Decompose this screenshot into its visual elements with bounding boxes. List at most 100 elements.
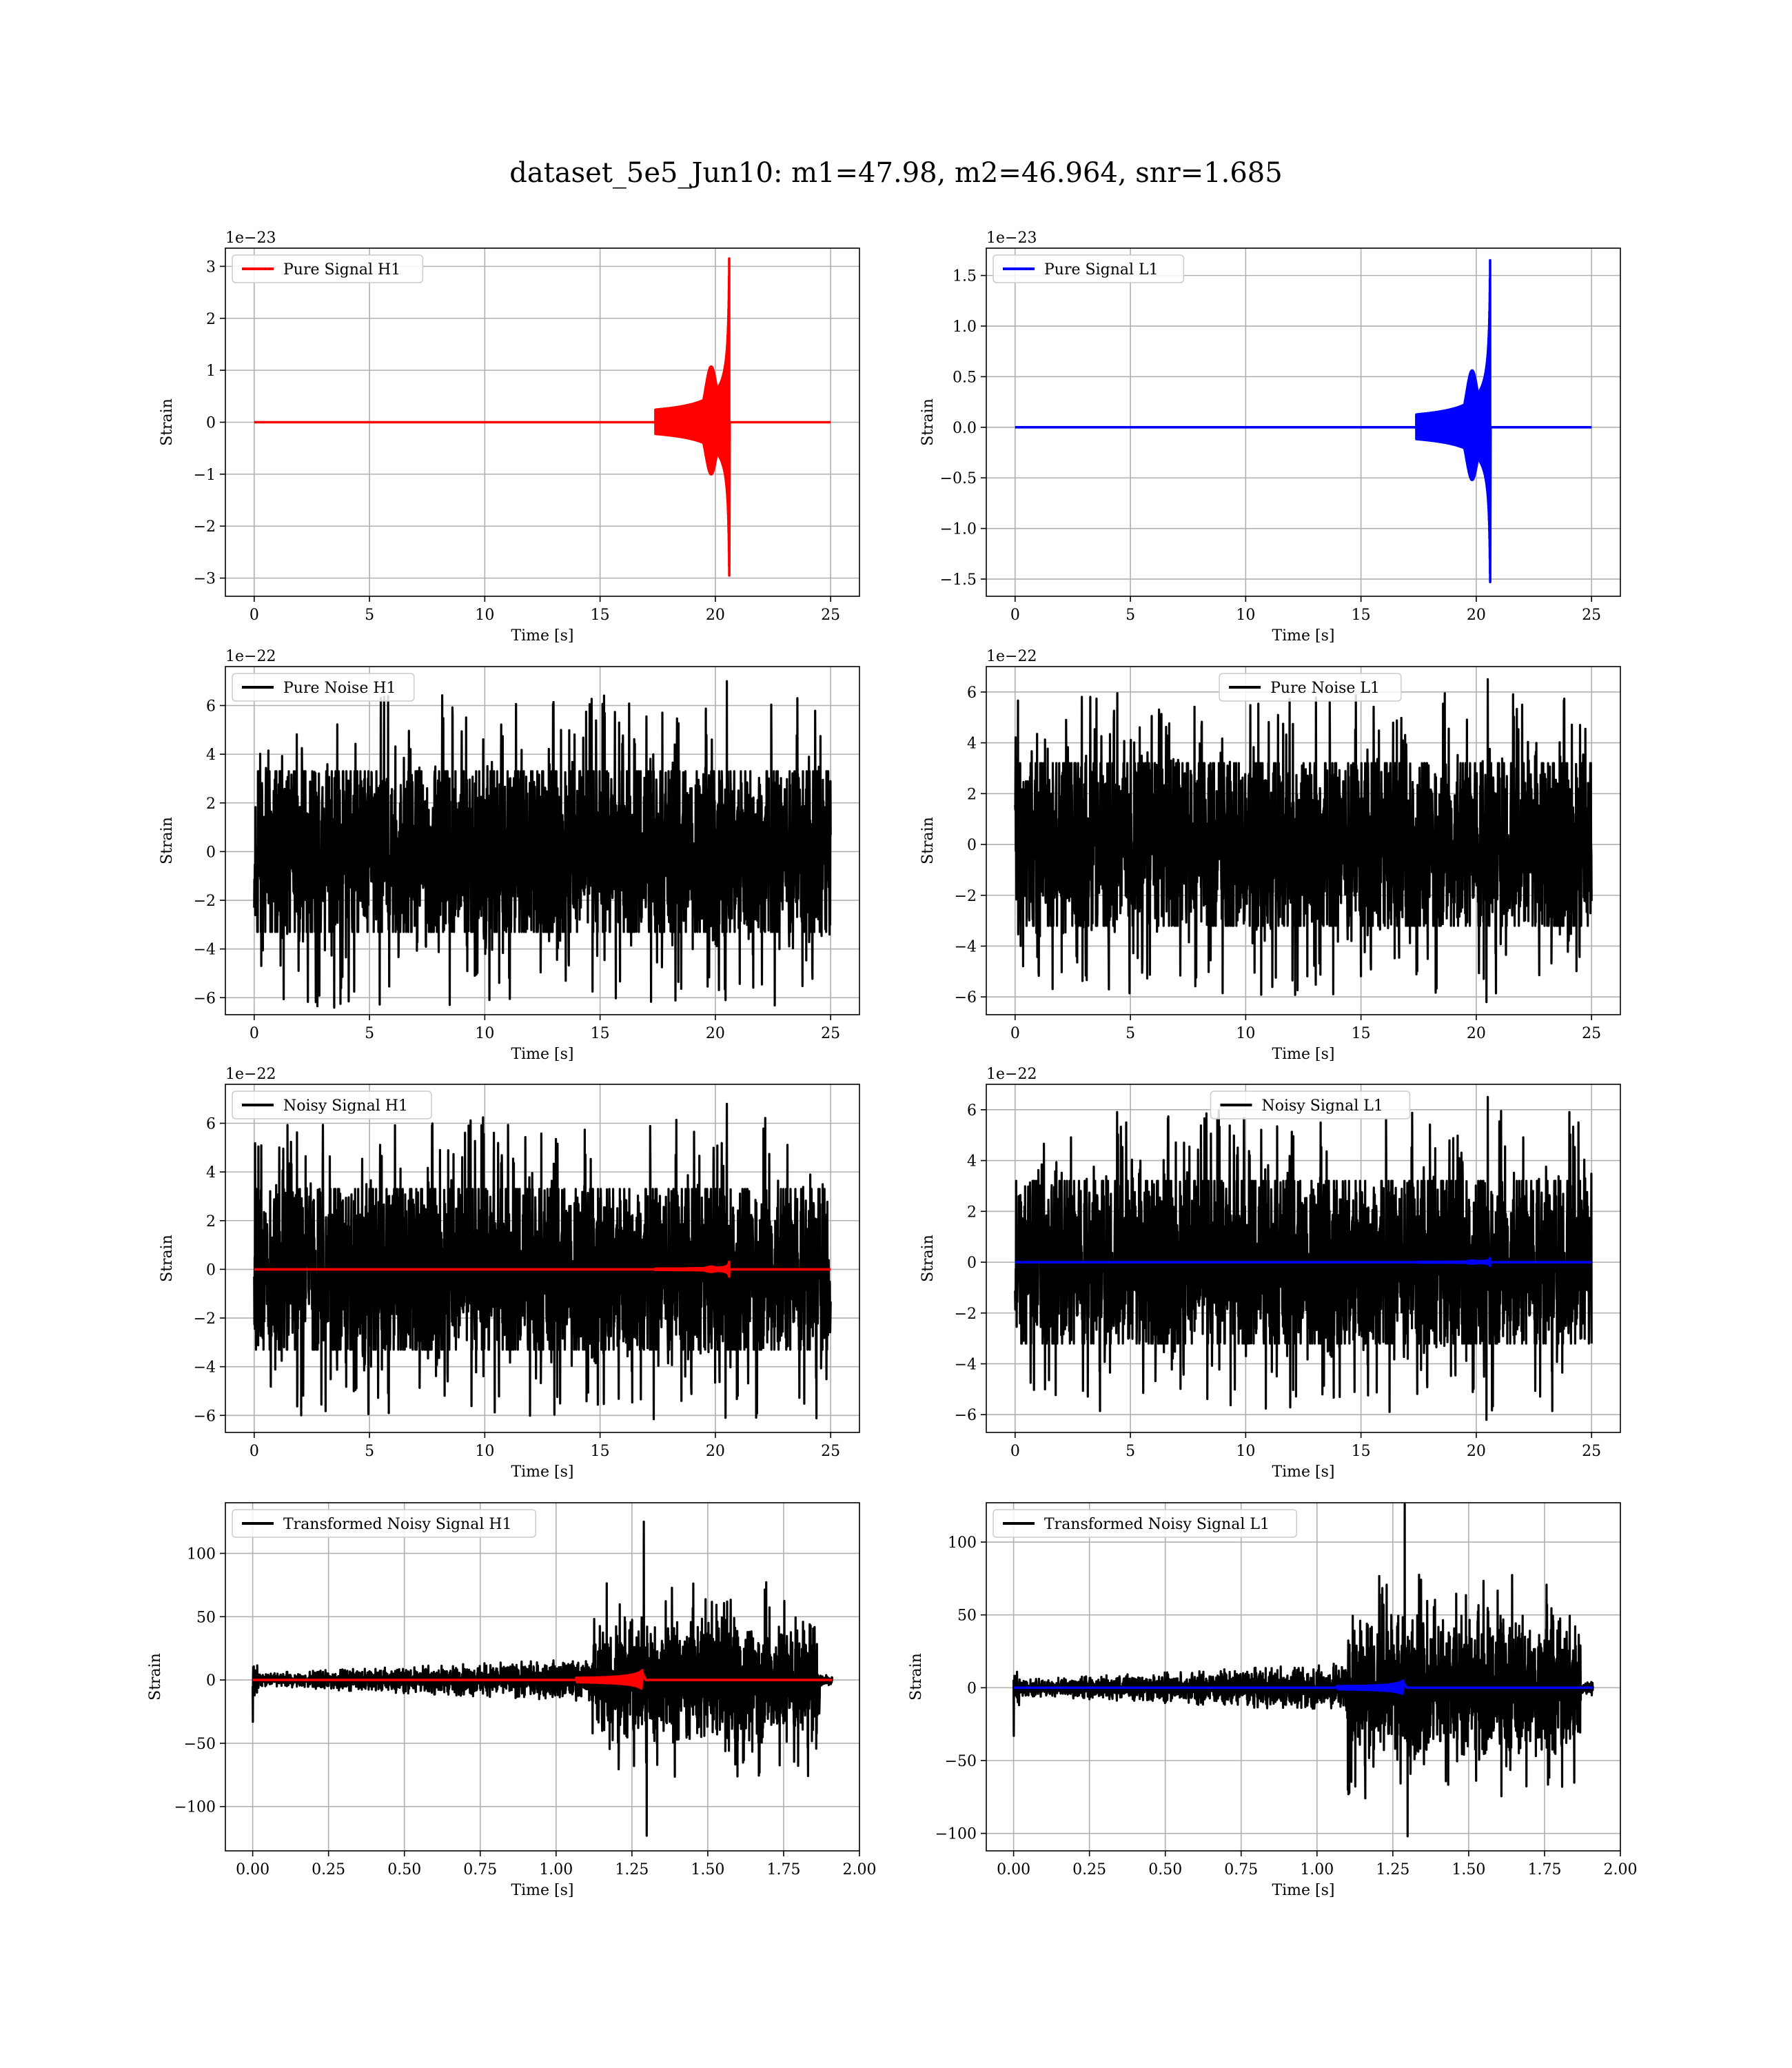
y-tick-label: 1 [206, 363, 216, 380]
y-tick-label: −2 [955, 888, 977, 905]
x-tick-label: 10 [1236, 607, 1255, 624]
y-tick-label: 2 [967, 1204, 977, 1221]
x-tick-label: 15 [1352, 607, 1371, 624]
y-axis-label: Strain [919, 398, 937, 446]
axes-frame [225, 1502, 860, 1852]
y-tick-label: −100 [935, 1826, 977, 1843]
axes-frame [225, 666, 860, 1015]
x-tick-label: 1.50 [1452, 1861, 1485, 1878]
x-tick-label: 0.00 [997, 1861, 1030, 1878]
series-layer [253, 680, 832, 1009]
x-tick-label: 15 [591, 1025, 610, 1042]
x-tick-label: 0.25 [1072, 1861, 1106, 1878]
y-tick-label: 0 [967, 1255, 977, 1272]
y-tick-label: 0 [206, 1261, 216, 1279]
x-tick-label: 0 [250, 607, 259, 624]
y-tick-label: −2 [194, 1310, 216, 1328]
y-tick-label: 0.5 [953, 369, 977, 386]
y-tick-label: 0.0 [953, 420, 977, 437]
y-tick-label: −1.0 [940, 521, 977, 538]
series-layer [254, 257, 831, 577]
offset-text: 1e−22 [225, 648, 276, 665]
x-tick-label: 20 [706, 1443, 725, 1460]
legend: Pure Noise L1 [1219, 673, 1402, 702]
y-tick-label: −4 [194, 942, 216, 959]
y-tick-label: −1 [194, 467, 216, 484]
x-tick-label: 15 [591, 607, 610, 624]
y-tick-label: 2 [206, 1213, 216, 1230]
legend-label: Transformed Noisy Signal L1 [1044, 1516, 1270, 1533]
x-tick-label: 10 [475, 607, 494, 624]
x-tick-label: 20 [1467, 1025, 1486, 1042]
legend-label: Pure Signal H1 [283, 261, 400, 278]
y-tick-label: 2 [206, 795, 216, 813]
x-tick-label: 25 [1582, 1443, 1601, 1460]
y-tick-label: −4 [955, 1356, 977, 1373]
subplot-pure-noise-h1: 0 5 10 15 20 25 −6 −4 −2 0 2 4 6 Time [s] Strain 1e−22 P… [159, 648, 860, 1063]
x-tick-label: 15 [1352, 1025, 1371, 1042]
x-axis-label: Time [s] [1272, 1882, 1334, 1899]
legend-box [992, 1509, 1297, 1538]
y-tick-label: 6 [967, 1102, 977, 1119]
series-line [252, 1520, 833, 1837]
y-tick-label: 0 [206, 415, 216, 432]
subplot-noisy-signal-h1: 0 5 10 15 20 25 −6 −4 −2 0 2 4 6 Time [s] Strain 1e−22 N… [159, 1066, 860, 1481]
y-tick-label: −0.5 [940, 470, 977, 487]
series-layer [1014, 1095, 1593, 1421]
x-tick-label: 10 [475, 1025, 494, 1042]
y-tick-label: 0 [206, 844, 216, 861]
x-tick-label: 0 [1010, 1443, 1020, 1460]
y-tick-label: 0 [967, 1680, 977, 1697]
legend: Pure Noise H1 [232, 673, 415, 702]
x-tick-label: 5 [365, 1025, 374, 1042]
x-tick-label: 20 [706, 1025, 725, 1042]
x-tick-label: 20 [706, 607, 725, 624]
y-tick-label: 6 [206, 1116, 216, 1133]
y-axis-label: Strain [159, 1235, 176, 1282]
x-tick-label: 5 [1126, 1025, 1135, 1042]
legend: Noisy Signal H1 [232, 1091, 432, 1119]
y-axis-label: Strain [919, 817, 937, 864]
x-tick-label: 0 [1010, 607, 1020, 624]
series-layer [252, 1520, 833, 1837]
legend: Transformed Noisy Signal H1 [232, 1509, 536, 1538]
axes-frame [986, 1084, 1621, 1433]
axes-frame [986, 247, 1621, 597]
y-tick-label: −2 [194, 893, 216, 910]
y-tick-label: −50 [184, 1736, 216, 1753]
series-line [252, 1669, 833, 1690]
x-tick-label: 1.50 [691, 1861, 724, 1878]
x-axis-label: Time [s] [511, 627, 573, 645]
y-tick-label: 1.5 [953, 268, 977, 285]
figure-title: dataset_5e5_Jun10: m1=47.98, m2=46.964, … [509, 157, 1283, 189]
series-line [1015, 1257, 1592, 1268]
legend-label: Transformed Noisy Signal H1 [283, 1516, 512, 1533]
x-tick-label: 25 [821, 607, 840, 624]
legend-box [232, 1091, 432, 1119]
axes-frame [986, 666, 1621, 1015]
subplot-pure-signal-h1: 0 5 10 15 20 25 −3 −2 −1 0 1 2 3 Time [s] Strain 1e−23 P… [159, 230, 860, 645]
x-tick-label: 0.75 [1224, 1861, 1258, 1878]
y-tick-label: 3 [206, 258, 216, 276]
legend: Pure Signal H1 [232, 254, 424, 283]
legend-label: Pure Noise H1 [283, 680, 396, 697]
y-tick-label: −100 [174, 1799, 216, 1816]
legend-box [1210, 1091, 1411, 1119]
x-tick-label: 25 [821, 1025, 840, 1042]
series-line [1012, 1503, 1594, 1838]
x-tick-label: 0.00 [236, 1861, 269, 1878]
x-tick-label: 25 [1582, 607, 1601, 624]
legend-box [232, 673, 415, 702]
legend: Pure Signal L1 [992, 254, 1185, 283]
y-tick-label: 2 [206, 311, 216, 328]
x-tick-label: 20 [1467, 1443, 1486, 1460]
offset-text: 1e−22 [225, 1066, 276, 1083]
y-tick-label: 0 [206, 1672, 216, 1690]
x-tick-label: 1.00 [539, 1861, 573, 1878]
x-tick-label: 2.00 [843, 1861, 877, 1878]
series-line [254, 1260, 831, 1278]
x-tick-label: 10 [475, 1443, 494, 1460]
x-tick-label: 0 [250, 1443, 259, 1460]
series-line [1014, 678, 1593, 1004]
